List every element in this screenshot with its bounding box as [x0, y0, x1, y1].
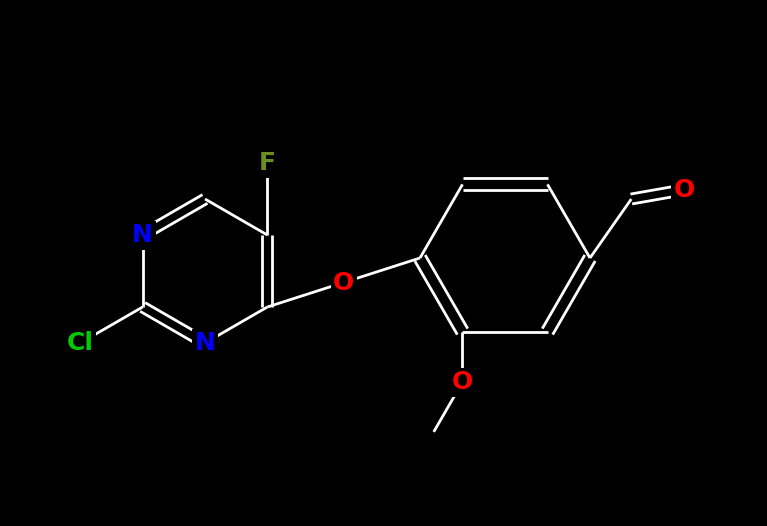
Text: O: O — [452, 370, 473, 394]
Text: N: N — [195, 331, 216, 355]
Text: O: O — [333, 270, 354, 295]
Text: F: F — [258, 151, 276, 175]
Text: N: N — [132, 223, 153, 247]
Text: O: O — [674, 178, 695, 201]
Text: Cl: Cl — [67, 331, 94, 355]
